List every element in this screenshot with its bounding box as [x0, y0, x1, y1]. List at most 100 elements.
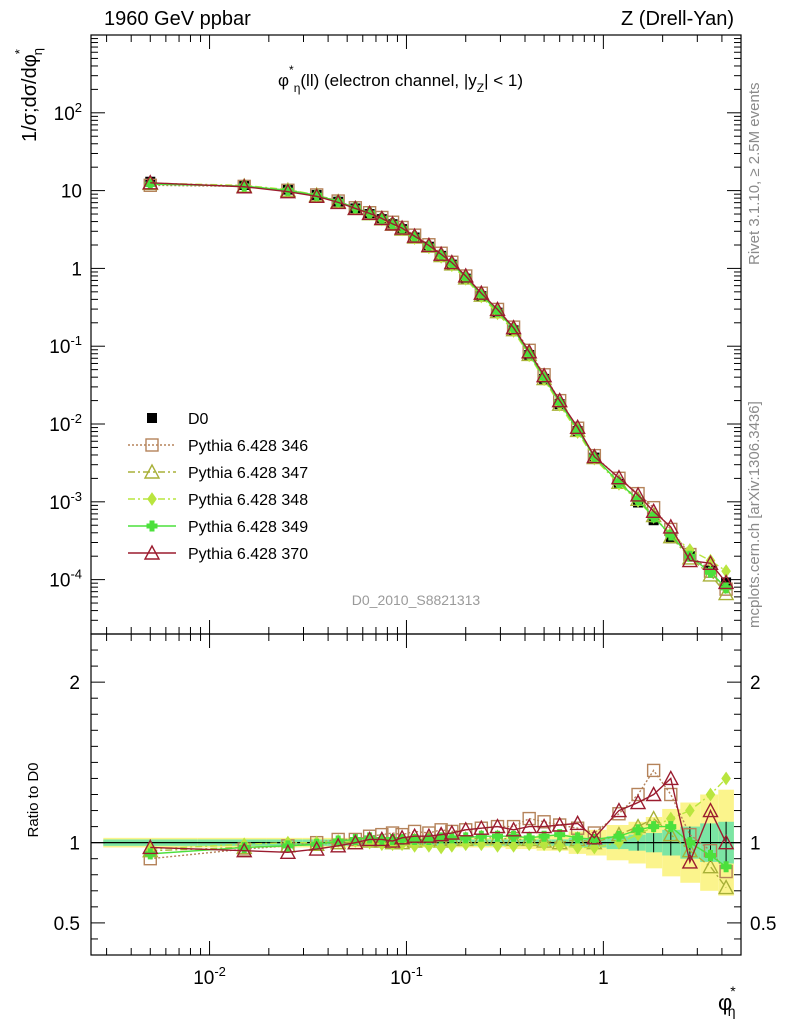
legend-label: Pythia 6.428 370 — [188, 546, 308, 563]
legend-label: Pythia 6.428 347 — [188, 465, 308, 482]
series-marker-ratio — [420, 827, 438, 843]
series-marker-ratio — [646, 763, 661, 778]
series-marker-ratio — [572, 832, 584, 844]
series-marker-ratio — [142, 838, 159, 855]
series-marker-ratio — [308, 840, 325, 856]
legend-marker — [143, 463, 161, 479]
series-marker-ratio — [569, 814, 586, 831]
series-marker-main — [489, 300, 506, 317]
series-marker-ratio — [665, 821, 677, 833]
series-marker-ratio — [361, 830, 378, 847]
series-marker-main — [704, 566, 716, 578]
series-marker-ratio — [521, 818, 538, 834]
series-marker-main — [662, 518, 679, 534]
legend-label: Pythia 6.428 346 — [188, 438, 308, 455]
series-marker-main — [721, 564, 731, 578]
series-marker-ratio — [551, 816, 568, 832]
ratio-y-axis-label: Ratio to D0 — [25, 762, 42, 837]
series-marker-ratio — [645, 786, 662, 802]
series-marker-main — [569, 418, 586, 435]
series-marker-ratio — [554, 838, 565, 853]
series-marker-ratio — [705, 787, 716, 802]
ratio-y-tick-label-right: 2 — [750, 673, 761, 694]
series-marker-main — [393, 219, 411, 235]
series-marker-ratio — [492, 830, 504, 842]
series-marker-main — [492, 305, 504, 317]
legend-marker — [146, 520, 158, 532]
series-marker-main — [308, 187, 325, 204]
series-marker-ratio — [279, 843, 297, 859]
y-tick-label: 1 — [71, 259, 82, 280]
series-marker-ratio — [457, 821, 474, 837]
ratio-y-tick-label-left: 1 — [69, 834, 80, 855]
series-marker-main — [551, 392, 568, 408]
series-marker-main — [361, 204, 378, 221]
ratio-y-tick-label-right: 1 — [750, 834, 761, 855]
rivet-label: Rivet 3.1.10, ≥ 2.5M events — [746, 82, 763, 266]
x-tick-label: 1 — [598, 968, 609, 989]
series-marker-ratio — [681, 842, 699, 858]
series-marker-main — [457, 267, 474, 283]
series-marker-ratio — [554, 829, 566, 841]
series-marker-ratio — [473, 819, 490, 835]
series-marker-ratio — [720, 861, 732, 873]
series-marker-main — [535, 367, 553, 383]
series-marker-ratio — [432, 826, 450, 842]
series-marker-ratio — [648, 821, 660, 833]
series-marker-ratio — [702, 858, 719, 874]
series-marker-ratio — [436, 840, 446, 855]
series-marker-main — [610, 469, 628, 485]
series-marker-ratio — [538, 830, 550, 842]
ratio-y-tick-label-left: 0.5 — [54, 914, 80, 935]
x-tick-label: 10-1 — [390, 964, 423, 989]
series-marker-ratio — [523, 832, 535, 844]
series-marker-ratio — [406, 827, 423, 843]
series-marker-main — [505, 319, 522, 335]
series-marker-ratio — [330, 837, 347, 853]
series-marker-main — [629, 486, 647, 502]
series-marker-ratio — [505, 821, 522, 837]
mcplots-label: mcplots.cern.ch [arXiv:1306.3436] — [746, 401, 763, 628]
series-marker-main — [279, 183, 297, 199]
series-marker-ratio — [681, 853, 699, 869]
y-tick-label: 10-2 — [49, 411, 82, 436]
y-tick-label: 10-3 — [49, 489, 82, 514]
series-marker-ratio — [717, 879, 735, 895]
series-marker-main — [645, 502, 662, 519]
series-marker-main — [347, 199, 364, 216]
legend-marker — [145, 438, 159, 452]
ratio-y-tick-label-left: 2 — [69, 673, 80, 694]
series-marker-main — [473, 284, 490, 300]
header-right: Z (Drell-Yan) — [621, 8, 734, 30]
series-marker-main — [681, 552, 699, 568]
series-marker-ratio — [522, 811, 536, 826]
series-marker-ratio — [717, 834, 735, 850]
series-marker-ratio — [702, 802, 719, 818]
legend-label: Pythia 6.428 349 — [188, 519, 308, 536]
series-marker-ratio — [662, 826, 679, 842]
series-marker-main — [373, 209, 391, 226]
series-marker-main — [432, 245, 450, 261]
y-axis-label: 1/σ;dσ/dφ* η — [12, 48, 45, 142]
series-marker-ratio — [664, 787, 678, 802]
legend-marker — [143, 544, 161, 560]
ratio-y-tick-label-right: 0.5 — [750, 914, 776, 935]
series-marker-main — [384, 215, 401, 231]
series-marker-main — [406, 227, 423, 243]
series-marker-ratio — [535, 818, 553, 834]
series-marker-ratio — [586, 829, 603, 845]
legend-label-data: D0 — [188, 411, 209, 428]
header-left: 1960 GeV ppbar — [104, 8, 251, 30]
series-marker-ratio — [572, 840, 583, 855]
series-marker-ratio — [236, 842, 253, 858]
main-plot-frame — [90, 34, 742, 635]
series-marker-ratio — [662, 769, 679, 786]
series-marker-ratio — [537, 815, 551, 829]
series-marker-main — [420, 236, 438, 253]
series-marker-ratio — [508, 838, 519, 853]
series-marker-ratio — [238, 841, 250, 853]
legend-label: Pythia 6.428 348 — [188, 492, 308, 509]
series-marker-main — [330, 193, 347, 210]
series-line-ratio — [150, 769, 727, 872]
